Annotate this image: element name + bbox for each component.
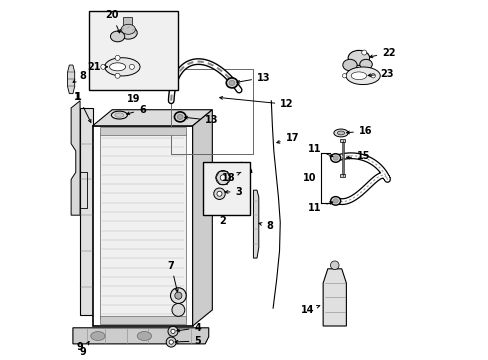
Ellipse shape — [119, 27, 137, 39]
Text: 10: 10 — [302, 173, 315, 183]
Text: 16: 16 — [346, 126, 372, 136]
Text: 21: 21 — [87, 62, 107, 72]
Text: 1: 1 — [75, 92, 91, 122]
Bar — [340, 174, 345, 176]
Text: 23: 23 — [367, 69, 393, 79]
Polygon shape — [92, 110, 212, 126]
Text: 9: 9 — [77, 342, 83, 352]
Text: 18: 18 — [222, 172, 241, 183]
Text: 20: 20 — [105, 10, 120, 33]
Ellipse shape — [330, 154, 340, 162]
Bar — [171, 69, 253, 154]
Ellipse shape — [110, 31, 124, 42]
Bar — [203, 162, 249, 215]
Ellipse shape — [347, 50, 369, 66]
Circle shape — [129, 64, 134, 69]
Text: 5: 5 — [175, 336, 201, 346]
Bar — [340, 139, 345, 142]
Circle shape — [172, 303, 184, 316]
Polygon shape — [323, 269, 346, 326]
Text: 14: 14 — [300, 305, 319, 315]
Bar — [100, 133, 185, 319]
Ellipse shape — [342, 59, 356, 71]
Text: 1: 1 — [74, 92, 81, 102]
Ellipse shape — [174, 112, 185, 122]
Ellipse shape — [111, 111, 127, 119]
Circle shape — [213, 188, 225, 199]
Ellipse shape — [332, 156, 338, 160]
Bar — [92, 126, 192, 326]
Circle shape — [342, 74, 346, 78]
Circle shape — [217, 191, 222, 196]
Ellipse shape — [333, 129, 347, 137]
Text: 8: 8 — [259, 221, 272, 231]
Polygon shape — [80, 108, 92, 315]
Text: 2: 2 — [219, 216, 226, 226]
Text: 4: 4 — [177, 323, 201, 333]
Polygon shape — [346, 67, 380, 85]
Text: 7: 7 — [167, 261, 178, 292]
Ellipse shape — [332, 199, 338, 203]
Bar — [89, 12, 178, 90]
Text: 3: 3 — [224, 187, 242, 197]
Text: 22: 22 — [369, 48, 395, 58]
Ellipse shape — [229, 80, 234, 85]
Ellipse shape — [226, 78, 237, 88]
Circle shape — [166, 337, 176, 347]
Polygon shape — [109, 63, 125, 71]
Ellipse shape — [137, 332, 151, 341]
Polygon shape — [67, 65, 75, 94]
Text: 13: 13 — [184, 116, 218, 125]
Ellipse shape — [177, 114, 183, 120]
Polygon shape — [71, 101, 80, 215]
Ellipse shape — [115, 113, 123, 117]
Ellipse shape — [359, 59, 371, 69]
Polygon shape — [192, 110, 212, 326]
Text: 13: 13 — [236, 73, 270, 83]
Text: 17: 17 — [276, 133, 299, 143]
Text: 12: 12 — [219, 96, 293, 109]
Circle shape — [169, 340, 173, 344]
Circle shape — [370, 74, 375, 78]
Text: 8: 8 — [73, 71, 86, 82]
Ellipse shape — [121, 24, 135, 34]
Bar — [100, 316, 185, 324]
Text: 11: 11 — [307, 144, 332, 157]
Circle shape — [330, 261, 338, 270]
Polygon shape — [350, 72, 366, 80]
Bar — [100, 127, 185, 135]
Circle shape — [101, 64, 105, 69]
Polygon shape — [73, 328, 208, 344]
Circle shape — [168, 327, 178, 336]
Circle shape — [361, 50, 366, 55]
Text: 9: 9 — [80, 341, 89, 357]
Bar — [122, 17, 132, 26]
Polygon shape — [104, 58, 140, 76]
Circle shape — [220, 175, 225, 180]
Circle shape — [170, 288, 186, 303]
Circle shape — [115, 55, 120, 60]
Circle shape — [174, 292, 182, 299]
Text: 19: 19 — [127, 94, 140, 104]
Circle shape — [115, 73, 120, 78]
Ellipse shape — [91, 332, 105, 341]
Text: 6: 6 — [126, 105, 145, 115]
Polygon shape — [253, 190, 258, 258]
Text: 11: 11 — [307, 202, 332, 213]
Circle shape — [216, 171, 230, 185]
Text: 15: 15 — [346, 151, 370, 161]
Circle shape — [170, 329, 175, 333]
Ellipse shape — [337, 131, 344, 135]
Ellipse shape — [330, 197, 340, 205]
